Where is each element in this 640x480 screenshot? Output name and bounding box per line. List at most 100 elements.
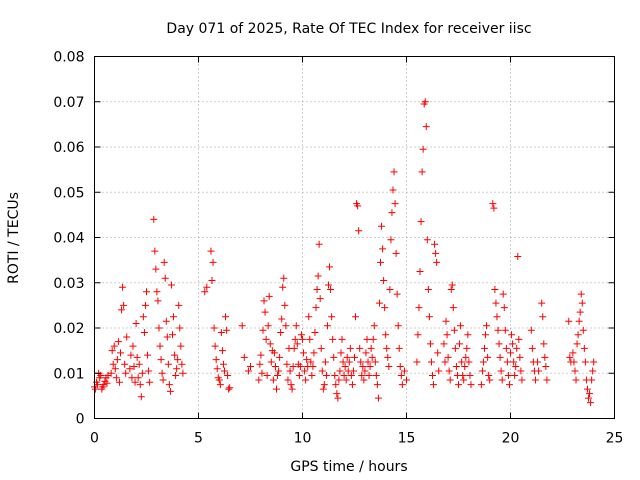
data-point [460,376,468,384]
data-point [583,385,591,393]
data-point [308,372,316,380]
data-point [135,360,143,368]
data-point [145,367,153,375]
data-point [348,381,356,389]
data-point [588,376,596,384]
data-point [327,286,335,294]
data-point [301,367,309,375]
data-point [457,322,465,330]
data-point [317,344,325,352]
data-point [419,145,427,153]
data-point [355,227,363,235]
data-point [458,358,466,366]
data-point [321,358,329,366]
data-point [347,372,355,380]
data-point [244,367,252,375]
data-point [141,301,149,309]
data-point [335,376,343,384]
data-point [127,351,135,359]
data-point [215,376,223,384]
data-point [496,353,504,361]
data-point [287,381,295,389]
data-point [343,353,351,361]
data-point [151,247,159,255]
data-point [115,378,123,386]
data-point [176,324,184,332]
data-point [340,372,348,380]
data-point [295,372,303,380]
data-point [478,367,486,375]
data-point [505,381,513,389]
data-point [440,340,448,348]
data-point [371,358,379,366]
y-tick-label: 0.06 [53,140,84,156]
data-points [91,98,598,407]
data-point [418,168,426,176]
data-point [539,313,547,321]
data-point [114,338,122,346]
data-point [134,374,142,382]
data-point [331,372,339,380]
data-point [486,376,494,384]
data-point [538,299,546,307]
data-point [289,362,297,370]
data-point [459,372,467,380]
data-point [130,362,138,370]
data-point [423,236,431,244]
data-point [430,381,438,389]
data-point [361,367,369,375]
y-axis-label: ROTI / TECUs [6,192,22,284]
data-point [515,335,523,343]
data-point [580,344,588,352]
data-point [167,281,175,289]
data-point [417,218,425,226]
data-point [260,297,268,305]
data-point [290,344,298,352]
data-point [274,372,282,380]
data-point [482,331,490,339]
data-point [369,335,377,343]
data-point [279,283,287,291]
data-point [368,353,376,361]
data-point [247,362,254,370]
data-point [342,376,350,384]
data-point [297,331,305,339]
data-point [378,222,386,230]
data-point [518,376,526,384]
data-point [384,353,392,361]
y-tick-label: 0 [76,412,85,428]
data-point [270,349,278,357]
data-point [502,344,510,352]
data-point [318,367,326,375]
data-point [323,322,331,330]
data-point [465,358,473,366]
data-point [358,372,366,380]
data-point [203,283,211,291]
data-point [174,356,182,364]
data-point [499,290,507,298]
data-point [507,349,514,357]
data-point [377,258,384,266]
data-point [495,340,503,348]
data-point [263,372,271,380]
data-point [266,340,274,348]
data-point [157,356,165,364]
data-point [435,367,443,375]
data-point [133,353,141,361]
data-point [490,204,498,212]
data-point [447,286,455,294]
data-point [446,376,454,384]
data-point [97,372,105,380]
data-point [113,356,121,364]
data-point [416,267,424,275]
data-point [264,322,272,330]
data-point [337,349,345,357]
data-point [516,353,524,361]
data-point [498,376,506,384]
data-point [275,367,283,375]
data-point [374,394,382,402]
data-point [296,362,304,370]
data-point [508,331,516,339]
data-point [517,367,525,375]
data-point [165,381,173,389]
